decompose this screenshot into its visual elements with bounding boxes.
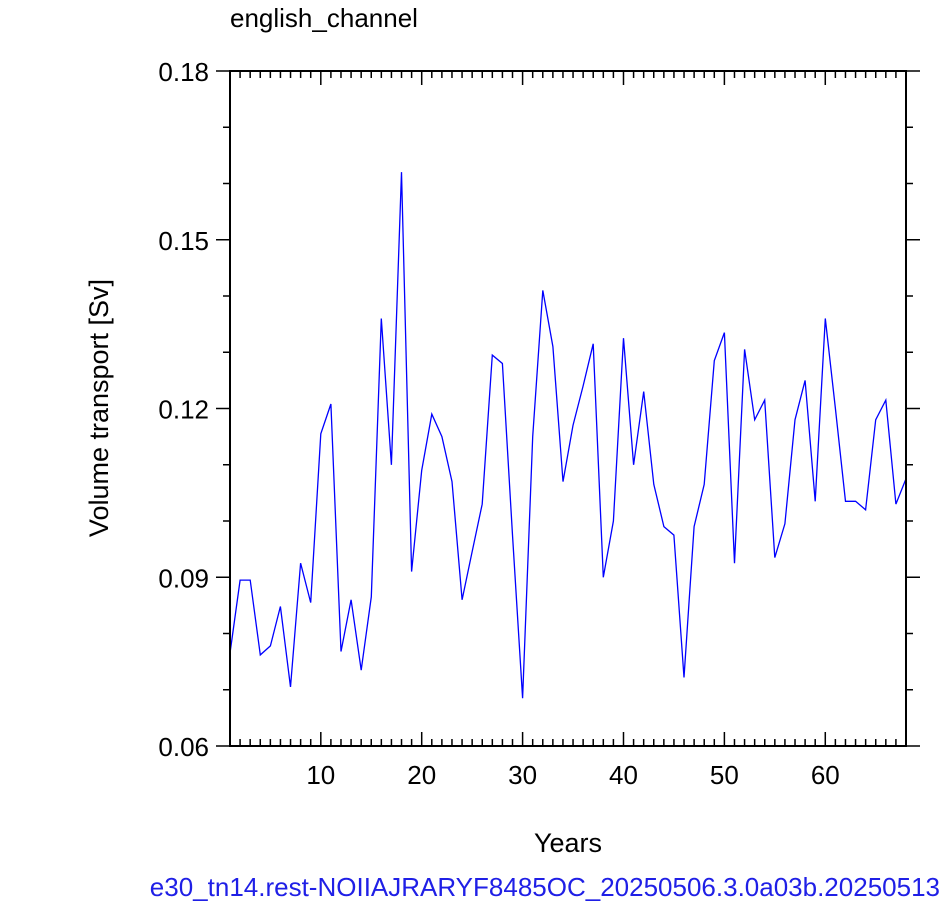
y-tick-label: 0.15 xyxy=(158,226,209,256)
x-tick-label: 40 xyxy=(609,760,638,790)
x-tick-label: 20 xyxy=(407,760,436,790)
run-id-caption: e30_tn14.rest-NOIIAJRARYF8485OC_20250506… xyxy=(0,872,944,908)
x-axis-label: Years xyxy=(534,828,602,858)
y-tick-label: 0.09 xyxy=(158,563,209,593)
x-tick-label: 50 xyxy=(710,760,739,790)
y-tick-label: 0.18 xyxy=(158,57,209,87)
x-tick-label: 10 xyxy=(306,760,335,790)
run-id-text: e30_tn14.rest-NOIIAJRARYF8485OC_20250506… xyxy=(149,872,940,902)
x-tick-label: 30 xyxy=(508,760,537,790)
axis-ticks xyxy=(216,70,920,747)
y-tick-label: 0.12 xyxy=(158,395,209,425)
series-line xyxy=(229,172,907,699)
y-tick-label: 0.06 xyxy=(158,732,209,762)
y-axis-label: Volume transport [Sv] xyxy=(84,279,114,537)
plot-frame xyxy=(229,70,907,747)
x-tick-label: 60 xyxy=(811,760,840,790)
tick-labels: 10 20 30 40 50 60 0.06 0.09 0.12 0.15 0.18 xyxy=(158,57,839,790)
line-chart: english_channel Volume transport [Sv] Ye… xyxy=(84,3,920,858)
chart-title: english_channel xyxy=(230,3,418,33)
